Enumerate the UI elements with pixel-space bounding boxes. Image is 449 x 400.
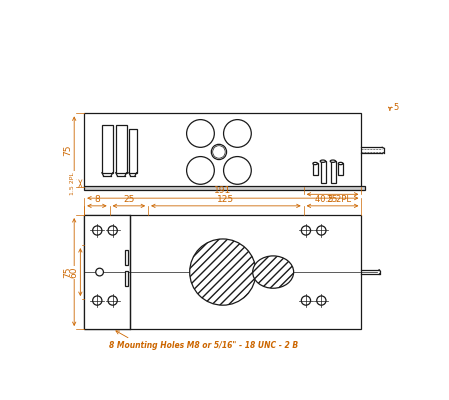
Ellipse shape — [338, 162, 343, 165]
Bar — [84, 215, 130, 329]
Circle shape — [224, 156, 251, 184]
Circle shape — [92, 296, 102, 305]
Circle shape — [92, 226, 102, 235]
Text: 8: 8 — [94, 194, 100, 204]
Circle shape — [317, 226, 326, 235]
Ellipse shape — [320, 160, 326, 162]
Bar — [129, 129, 136, 173]
Bar — [338, 164, 343, 175]
Bar — [330, 161, 336, 183]
Circle shape — [187, 120, 214, 147]
Circle shape — [317, 296, 326, 305]
Circle shape — [187, 156, 214, 184]
Circle shape — [224, 120, 251, 147]
Bar — [84, 215, 361, 329]
Circle shape — [213, 146, 225, 158]
Circle shape — [108, 226, 117, 235]
Ellipse shape — [253, 256, 294, 288]
Bar — [125, 250, 128, 265]
Bar — [102, 125, 113, 173]
Bar — [84, 186, 365, 190]
Text: 5: 5 — [393, 103, 398, 112]
Circle shape — [96, 268, 103, 276]
Bar — [125, 270, 128, 286]
Text: 125: 125 — [217, 194, 234, 204]
Text: 8 Mounting Holes M8 or 5/16" - 18 UNC - 2 B: 8 Mounting Holes M8 or 5/16" - 18 UNC - … — [109, 341, 298, 350]
Text: 25: 25 — [327, 194, 338, 204]
Circle shape — [211, 144, 227, 160]
Bar — [84, 114, 361, 186]
Circle shape — [301, 226, 311, 235]
Text: 1.5 2PL: 1.5 2PL — [70, 172, 75, 195]
Text: 191: 191 — [214, 186, 231, 195]
Circle shape — [189, 239, 256, 305]
Text: 60: 60 — [70, 266, 79, 278]
Text: 75: 75 — [63, 266, 73, 278]
Circle shape — [108, 296, 117, 305]
Bar — [116, 125, 127, 173]
Text: 25: 25 — [123, 194, 135, 204]
Ellipse shape — [313, 162, 317, 165]
Circle shape — [301, 296, 311, 305]
Text: 40.5 2PL: 40.5 2PL — [314, 195, 351, 204]
Text: 75: 75 — [63, 144, 73, 156]
Bar — [313, 164, 317, 175]
Bar — [321, 161, 326, 183]
Ellipse shape — [330, 160, 335, 162]
